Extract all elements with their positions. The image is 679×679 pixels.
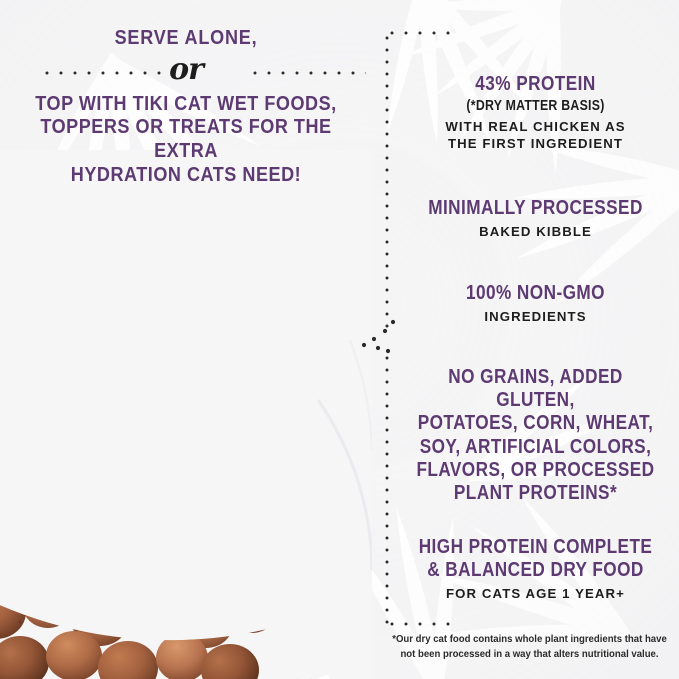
feature-no-grains-line-5: PLANT PROTEINS* xyxy=(453,481,618,504)
kibble-bowl-photo xyxy=(0,150,372,679)
feature-protein-subline: (*DRY MATTER BASIS) xyxy=(466,98,605,115)
top-with-line-3: HYDRATION CATS NEED! xyxy=(70,163,302,187)
feature-non-gmo-detail-1: INGREDIENTS xyxy=(484,309,587,325)
feature-no-grains: NO GRAINS, ADDED GLUTEN, POTATOES, CORN,… xyxy=(392,366,679,505)
or-divider-row: or xyxy=(0,51,372,92)
feature-list: 43% PROTEIN (*DRY MATTER BASIS) WITH REA… xyxy=(392,0,679,679)
kibble-bowl-illustration xyxy=(0,150,372,679)
feature-minimally-processed: MINIMALLY PROCESSED BAKED KIBBLE xyxy=(392,197,679,241)
feature-minimally-processed-headline: MINIMALLY PROCESSED xyxy=(428,197,643,219)
top-with-line-2: TOPPERS OR TREATS FOR THE EXTRA xyxy=(40,115,332,163)
feature-non-gmo: 100% NON-GMO INGREDIENTS xyxy=(392,282,679,326)
or-script-word: or xyxy=(169,51,204,87)
feature-non-gmo-headline: 100% NON-GMO xyxy=(466,282,605,304)
feature-high-protein-complete: HIGH PROTEIN COMPLETE & BALANCED DRY FOO… xyxy=(392,536,679,603)
feature-no-grains-line-2: POTATOES, CORN, WHEAT, xyxy=(417,412,654,435)
feature-no-grains-line-3: SOY, ARTIFICIAL COLORS, xyxy=(419,435,652,458)
feature-protein-headline: 43% PROTEIN xyxy=(475,73,596,95)
dotted-divider-upper xyxy=(385,32,389,328)
feature-minimally-processed-detail-1: BAKED KIBBLE xyxy=(479,224,592,240)
feature-no-grains-line-4: FLAVORS, OR PROCESSED xyxy=(416,458,655,481)
footnote-line-1: *Our dry cat food contains whole plant i… xyxy=(392,634,667,645)
feature-high-protein-line-2: & BALANCED DRY FOOD xyxy=(427,559,644,582)
feature-protein: 43% PROTEIN (*DRY MATTER BASIS) WITH REA… xyxy=(392,73,679,153)
feature-high-protein-detail-1: FOR CATS AGE 1 YEAR+ xyxy=(446,586,625,602)
serve-alone-headline: SERVE ALONE, xyxy=(114,26,258,49)
top-with-line-1: TOP WITH TIKI CAT WET FOODS, xyxy=(35,91,337,115)
feature-high-protein-line-1: HIGH PROTEIN COMPLETE xyxy=(418,536,653,558)
footnote-line-2: not been processed in a way that alters … xyxy=(400,648,659,660)
footnote: *Our dry cat food contains whole plant i… xyxy=(390,633,668,663)
left-headline-block: SERVE ALONE, or TOP WITH TIKI CAT WET FO… xyxy=(0,26,372,187)
feature-protein-detail-1: WITH REAL CHICKEN AS xyxy=(445,119,626,135)
feature-protein-detail-2: THE FIRST INGREDIENT xyxy=(447,136,624,152)
dotted-divider-lower xyxy=(385,352,389,624)
feature-no-grains-line-1: NO GRAINS, ADDED GLUTEN, xyxy=(448,366,623,412)
